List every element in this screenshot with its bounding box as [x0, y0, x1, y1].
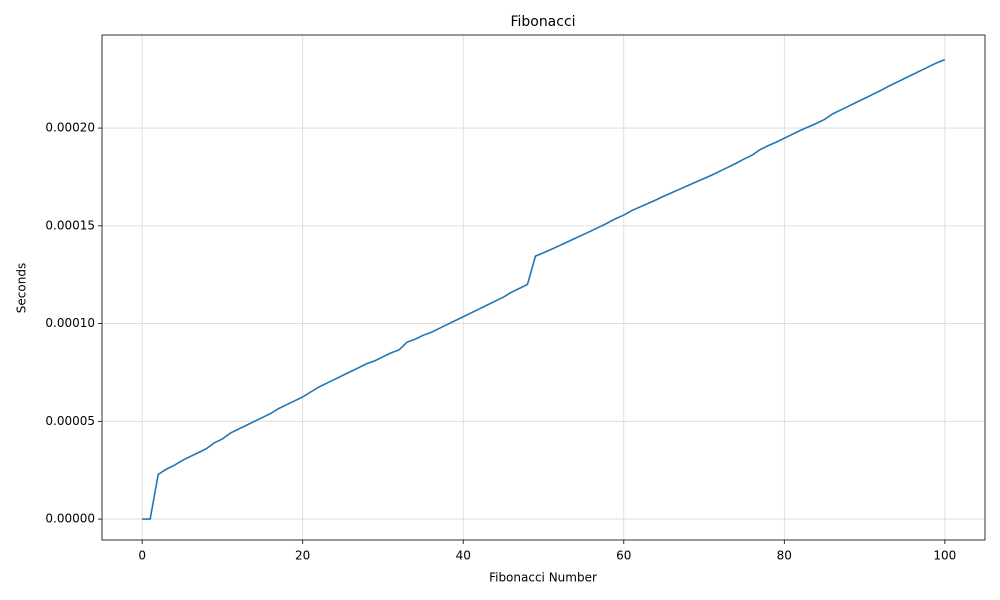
x-axis-label: Fibonacci Number: [489, 571, 597, 585]
x-tick-label: 40: [456, 549, 471, 563]
y-tick-label: 0.00015: [45, 218, 95, 232]
x-tick-label: 100: [933, 549, 956, 563]
y-tick-label: 0.00010: [45, 316, 95, 330]
y-tick-label: 0.00020: [45, 121, 95, 135]
plot-frame: [101, 34, 986, 541]
chart-title: Fibonacci: [510, 14, 575, 30]
y-tick-label: 0.00005: [45, 414, 95, 428]
x-tick-label: 60: [616, 549, 631, 563]
y-axis-label: Seconds: [15, 263, 29, 313]
x-tick-label: 0: [138, 549, 146, 563]
y-tick-label: 0.00000: [45, 512, 95, 526]
x-tick-label: 80: [777, 549, 792, 563]
data-line: [142, 58, 946, 520]
x-tick-label: 20: [295, 549, 310, 563]
